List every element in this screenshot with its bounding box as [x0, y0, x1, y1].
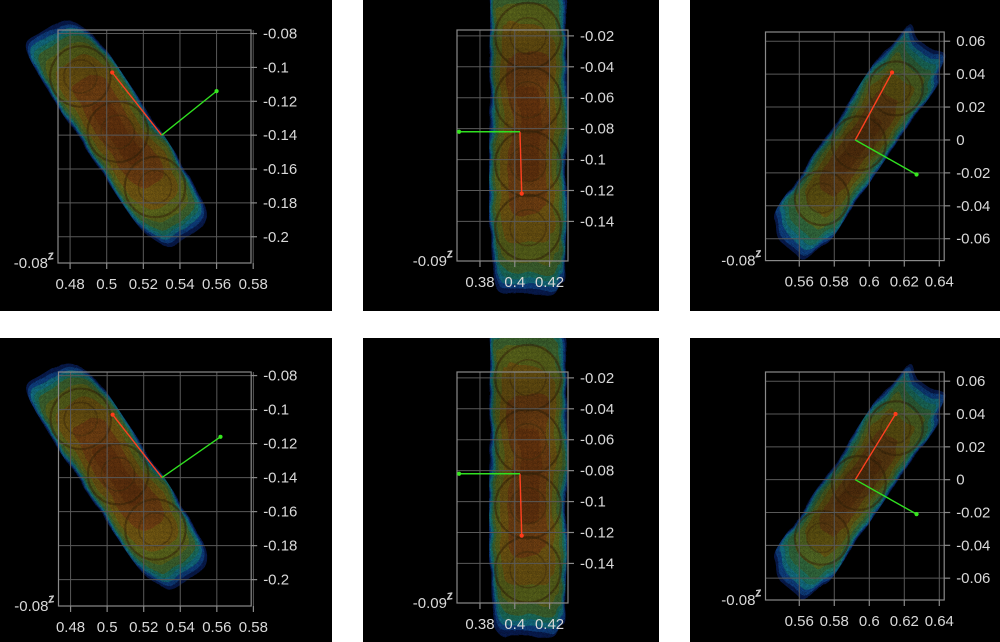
svg-text:-0.14: -0.14: [580, 213, 614, 230]
svg-text:0.6: 0.6: [859, 274, 880, 291]
svg-text:-0.08: -0.08: [14, 255, 48, 272]
svg-text:-0.06: -0.06: [956, 570, 990, 587]
svg-text:-0.08: -0.08: [721, 592, 755, 609]
svg-text:0.04: 0.04: [956, 66, 985, 83]
svg-text:-0.14: -0.14: [580, 555, 614, 572]
svg-text:0.58: 0.58: [239, 276, 268, 293]
svg-text:0.42: 0.42: [535, 274, 564, 291]
svg-text:-0.09: -0.09: [413, 253, 447, 270]
svg-text:-0.02: -0.02: [956, 505, 990, 522]
svg-text:0.6: 0.6: [859, 613, 880, 630]
svg-text:-0.02: -0.02: [580, 370, 614, 387]
svg-text:0.02: 0.02: [956, 99, 985, 116]
svg-text:-0.12: -0.12: [263, 93, 297, 110]
svg-text:-0.12: -0.12: [580, 524, 614, 541]
svg-text:0.62: 0.62: [890, 274, 919, 291]
svg-text:0.04: 0.04: [956, 406, 985, 423]
svg-text:-0.18: -0.18: [263, 195, 297, 212]
svg-text:-0.02: -0.02: [956, 165, 990, 182]
svg-text:0.58: 0.58: [239, 619, 268, 636]
svg-text:0.38: 0.38: [465, 616, 494, 633]
svg-text:0.54: 0.54: [166, 619, 195, 636]
svg-text:0.4: 0.4: [504, 274, 525, 291]
svg-text:0.38: 0.38: [465, 274, 494, 291]
svg-text:0.52: 0.52: [129, 619, 158, 636]
svg-text:-0.02: -0.02: [580, 28, 614, 45]
svg-text:-0.09: -0.09: [413, 595, 447, 612]
svg-text:0.48: 0.48: [56, 619, 85, 636]
svg-text:0.62: 0.62: [890, 613, 919, 630]
svg-text:0: 0: [956, 132, 964, 149]
svg-text:0.58: 0.58: [820, 613, 849, 630]
svg-text:0.56: 0.56: [202, 619, 231, 636]
svg-text:0.02: 0.02: [956, 439, 985, 456]
svg-text:-0.12: -0.12: [580, 182, 614, 199]
svg-text:0.4: 0.4: [504, 616, 525, 633]
svg-text:-0.12: -0.12: [263, 436, 297, 453]
svg-text:-0.08: -0.08: [580, 463, 614, 480]
svg-text:-0.08: -0.08: [14, 598, 48, 615]
svg-text:-0.18: -0.18: [263, 538, 297, 555]
svg-text:0.48: 0.48: [55, 276, 84, 293]
svg-text:0.52: 0.52: [129, 276, 158, 293]
svg-text:0.56: 0.56: [785, 274, 814, 291]
svg-text:-0.1: -0.1: [580, 152, 606, 169]
svg-text:0.06: 0.06: [956, 373, 985, 390]
svg-text:0.5: 0.5: [96, 276, 117, 293]
svg-text:0.56: 0.56: [785, 613, 814, 630]
svg-text:-0.08: -0.08: [721, 253, 755, 270]
svg-text:0.42: 0.42: [535, 616, 564, 633]
svg-text:0.56: 0.56: [202, 276, 231, 293]
svg-text:0.64: 0.64: [925, 613, 954, 630]
svg-text:-0.06: -0.06: [580, 90, 614, 107]
svg-text:-0.06: -0.06: [956, 231, 990, 248]
svg-text:0.58: 0.58: [820, 274, 849, 291]
svg-text:-0.2: -0.2: [263, 572, 289, 589]
svg-text:-0.1: -0.1: [263, 402, 289, 419]
svg-text:-0.14: -0.14: [263, 470, 297, 487]
svg-text:-0.04: -0.04: [580, 401, 614, 418]
svg-text:-0.08: -0.08: [580, 121, 614, 138]
svg-text:-0.04: -0.04: [580, 59, 614, 76]
svg-text:-0.16: -0.16: [263, 161, 297, 178]
svg-text:0.64: 0.64: [925, 274, 954, 291]
svg-text:0.5: 0.5: [97, 619, 118, 636]
svg-text:-0.2: -0.2: [263, 229, 289, 246]
svg-text:-0.1: -0.1: [580, 494, 606, 511]
svg-text:-0.08: -0.08: [263, 368, 297, 385]
svg-text:-0.04: -0.04: [956, 537, 990, 554]
svg-text:-0.06: -0.06: [580, 432, 614, 449]
svg-text:-0.1: -0.1: [263, 59, 289, 76]
svg-text:0.06: 0.06: [956, 33, 985, 50]
svg-text:-0.04: -0.04: [956, 198, 990, 215]
svg-text:-0.08: -0.08: [263, 26, 297, 43]
svg-text:-0.14: -0.14: [263, 127, 297, 144]
svg-text:-0.16: -0.16: [263, 504, 297, 521]
svg-text:0.54: 0.54: [165, 276, 194, 293]
svg-text:0: 0: [956, 472, 964, 489]
